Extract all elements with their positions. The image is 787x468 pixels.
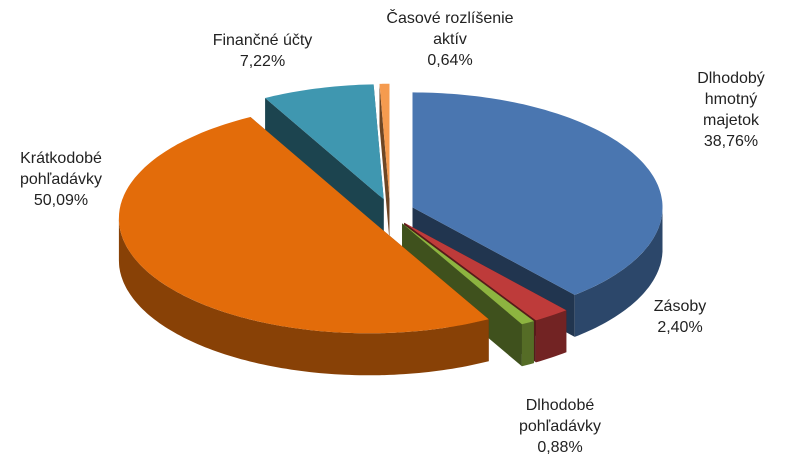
category-name: Dlhodobé pohľadávky	[518, 397, 602, 435]
value-label: 2,40%	[657, 319, 703, 336]
slice-label: Zásoby 2,40%	[630, 296, 730, 338]
category-name: Dlhodobý hmotný majetok	[697, 70, 765, 129]
slice	[412, 92, 663, 295]
slice-wall	[521, 321, 534, 367]
slice-label: Krátkodobé pohľadávky 50,09%	[0, 148, 122, 211]
slice	[265, 84, 384, 200]
value-label: 7,22%	[239, 53, 286, 70]
category-name: Finančné účty	[212, 32, 313, 49]
category-name: Krátkodobé pohľadávky	[19, 150, 103, 188]
value-label: 50,09%	[33, 192, 89, 209]
slice-side	[379, 83, 390, 241]
category-name: Časové rozlíšenie aktív	[386, 10, 514, 48]
value-label: 0,64%	[427, 52, 473, 69]
slice-wall	[574, 207, 663, 337]
slice	[379, 83, 390, 199]
slice	[402, 223, 534, 325]
category-name: Zásoby	[653, 298, 707, 315]
value-label: 0,88%	[537, 439, 583, 456]
slice-wall	[535, 310, 567, 363]
slice	[404, 222, 567, 321]
slice-side	[402, 223, 522, 367]
slice-wall	[118, 218, 489, 376]
slice-side	[265, 98, 384, 242]
slice-label: Finančné účty 7,22%	[180, 30, 345, 72]
slice-label: Časové rozlíšenie aktív 0,64%	[380, 8, 520, 71]
slice	[118, 117, 489, 334]
slice-label: Dlhodobé pohľadávky 0,88%	[500, 395, 620, 458]
value-label: 38,76%	[703, 133, 759, 150]
slice-label: Dlhodobý hmotný majetok 38,76%	[685, 68, 777, 152]
